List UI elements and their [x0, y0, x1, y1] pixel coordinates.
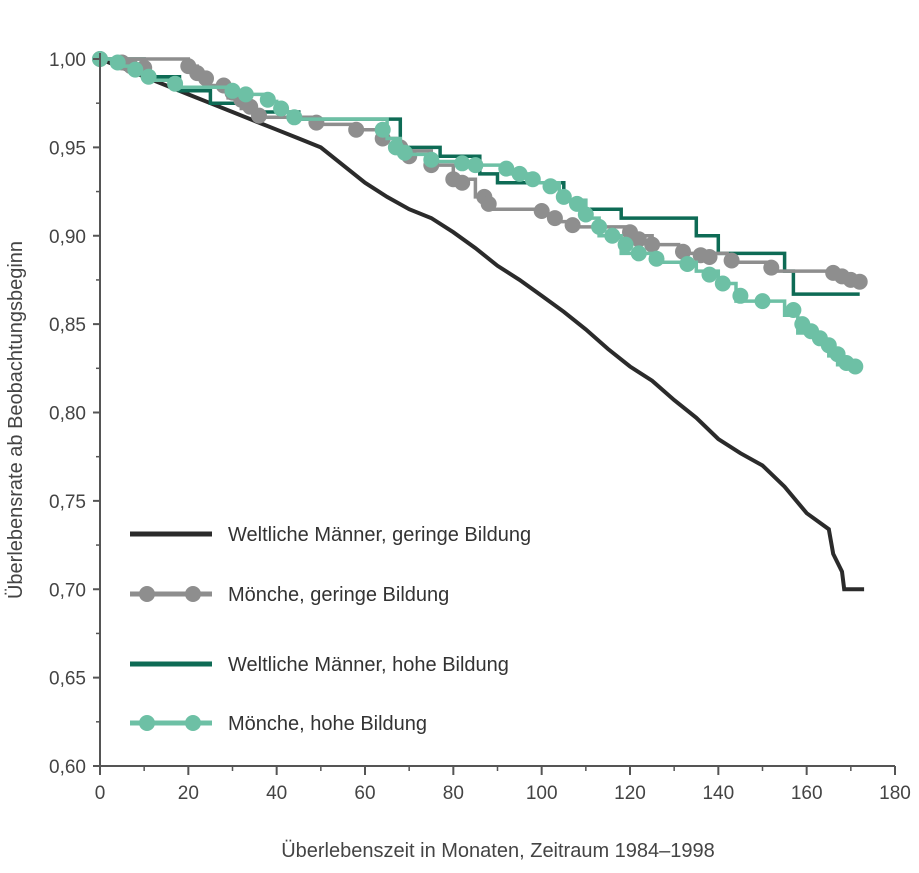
- series-marker: [763, 259, 780, 276]
- legend-swatch-marker: [139, 715, 155, 731]
- series-marker: [542, 178, 559, 195]
- legend-swatch-marker: [185, 586, 201, 602]
- y-ticks: 0,60 0,65 0,70 0,75 0,80 0,85 0,90 0,95 1,00: [49, 50, 100, 778]
- x-tick-label: 160: [791, 783, 823, 804]
- series-line: [100, 57, 860, 296]
- series-marker: [604, 227, 621, 244]
- series-marker: [851, 273, 868, 290]
- x-tick-label: 180: [879, 783, 911, 804]
- series-marker: [480, 195, 497, 212]
- series-marker: [754, 293, 771, 310]
- series-marker: [679, 256, 696, 272]
- y-tick-label: 0,65: [49, 669, 86, 690]
- series-marker: [546, 210, 563, 227]
- y-tick-label: 1,00: [49, 50, 86, 71]
- series-marker: [701, 249, 718, 265]
- series-marker: [701, 266, 718, 283]
- legend-item: Mönche, hohe Bildung: [130, 713, 427, 735]
- series-marker: [675, 243, 691, 260]
- series-marker: [785, 302, 802, 318]
- series-marker: [308, 114, 325, 131]
- series-marker: [511, 165, 528, 182]
- legend-swatch-marker: [139, 586, 155, 602]
- y-tick-label: 0,90: [49, 227, 86, 248]
- series-marker: [555, 188, 572, 205]
- series-marker: [273, 100, 290, 117]
- series-marker: [617, 236, 634, 253]
- legend-item: Weltliche Männer, hohe Bildung: [130, 654, 509, 676]
- series-marker: [396, 144, 413, 161]
- axes: 0,60 0,65 0,70 0,75 0,80 0,85 0,90 0,95 1,00 0 20…: [49, 50, 911, 804]
- series-marker: [644, 236, 661, 253]
- series-marker: [224, 82, 241, 99]
- y-tick-label: 0,85: [49, 315, 86, 336]
- series-marker: [374, 121, 391, 138]
- y-tick-label: 0,95: [49, 138, 86, 159]
- series-marker: [259, 91, 276, 108]
- series-weltliche-maenner-geringe-bildung: [99, 57, 865, 592]
- legend-item: Weltliche Männer, geringe Bildung: [130, 524, 531, 546]
- series-marker: [564, 217, 581, 234]
- series-line: [99, 57, 865, 592]
- x-tick-label: 20: [178, 783, 199, 804]
- series-weltliche-maenner-hohe-bildung: [100, 57, 860, 296]
- series-marker: [577, 206, 594, 223]
- series-marker: [286, 109, 303, 126]
- series-marker: [630, 231, 647, 248]
- series-marker: [732, 287, 749, 304]
- series-marker: [569, 195, 585, 212]
- series-marker: [348, 121, 365, 138]
- y-tick-label: 0,70: [49, 580, 86, 601]
- series-marker: [167, 75, 184, 92]
- y-axis-label: Überlebensrate ab Beobachtungsbeginn: [5, 241, 27, 599]
- legend-label: Mönche, geringe Bildung: [228, 584, 449, 606]
- series-marker: [723, 252, 740, 269]
- y-tick-label: 0,80: [49, 404, 86, 425]
- legend-label: Weltliche Männer, geringe Bildung: [228, 524, 531, 546]
- series-marker: [630, 245, 647, 262]
- series-marker: [198, 70, 214, 87]
- legend-label: Weltliche Männer, hohe Bildung: [228, 654, 509, 676]
- x-tick-label: 100: [526, 783, 558, 804]
- series-marker: [591, 218, 608, 235]
- series-marker: [648, 250, 665, 267]
- x-tick-label: 120: [614, 783, 646, 804]
- series-marker: [454, 155, 471, 172]
- series-marker: [454, 174, 471, 191]
- series-marker: [109, 54, 126, 71]
- legend-label: Mönche, hohe Bildung: [228, 713, 427, 735]
- y-tick-label: 0,75: [49, 492, 86, 513]
- y-tick-label: 0,60: [49, 757, 86, 778]
- x-axis-label: Überlebenszeit in Monaten, Zeitraum 1984…: [281, 840, 715, 862]
- plot-series: [92, 51, 868, 592]
- series-line: [100, 57, 865, 284]
- series-marker: [533, 203, 550, 219]
- legend: Weltliche Männer, geringe Bildung Mönche,…: [130, 524, 531, 735]
- series-marker: [714, 275, 731, 292]
- series-marker: [467, 157, 484, 174]
- series-marker: [847, 358, 864, 375]
- series-marker: [524, 171, 541, 188]
- x-tick-label: 40: [266, 783, 287, 804]
- x-tick-label: 0: [95, 783, 106, 804]
- series-marker: [237, 86, 254, 103]
- series-marker: [423, 151, 440, 168]
- x-tick-label: 140: [702, 783, 734, 804]
- series-marker: [251, 107, 267, 124]
- x-tick-label: 60: [354, 783, 375, 804]
- series-moenche-hohe-bildung: [92, 51, 864, 375]
- x-ticks: 0 20 40 60 80 100 120 140 160 180: [95, 766, 911, 804]
- series-marker: [127, 61, 144, 78]
- x-tick-label: 80: [443, 783, 464, 804]
- legend-swatch-marker: [185, 715, 201, 731]
- series-marker: [140, 68, 157, 85]
- series-marker: [498, 160, 515, 177]
- legend-item: Mönche, geringe Bildung: [130, 584, 449, 606]
